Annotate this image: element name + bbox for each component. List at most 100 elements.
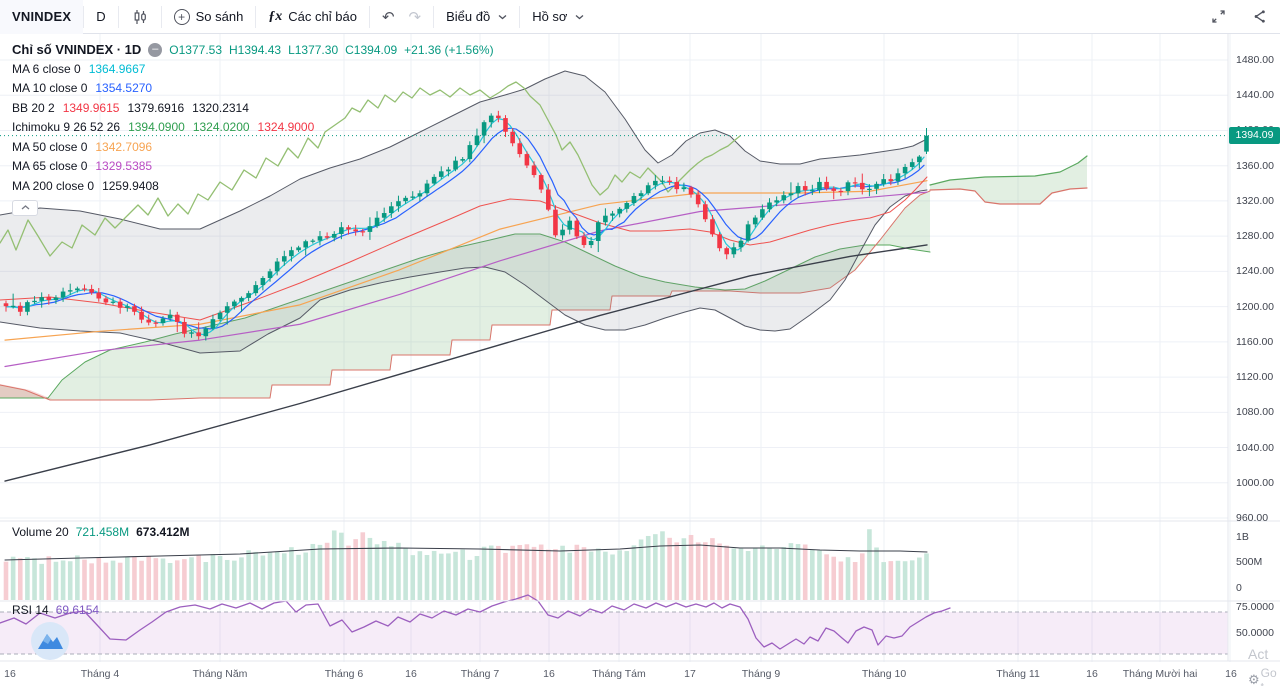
time-axis-label: 16	[4, 668, 16, 680]
volume-legend[interactable]: Volume 20 721.458M 673.412M	[12, 525, 189, 539]
volume-axis-label: 500M	[1236, 556, 1263, 568]
indicator-value: 1324.0200	[192, 120, 250, 135]
legend-indicator-row[interactable]: MA 10 close 0 1354.5270	[12, 79, 494, 99]
open-value: O1377.53	[169, 42, 223, 57]
legend-indicator-row[interactable]: MA 6 close 0 1364.9667	[12, 59, 494, 79]
rsi-label: RSI 14	[12, 603, 49, 617]
indicator-name: BB 20 2	[12, 100, 55, 115]
plus-circle-icon: +	[173, 8, 190, 25]
toolbar-divider	[368, 5, 370, 28]
legend-indicator-list: MA 6 close 0 1364.9667 MA 10 close 0 1354.5…	[12, 59, 494, 196]
last-price-badge: 1394.09	[1229, 127, 1280, 145]
legend-indicator-row[interactable]: BB 20 2 1349.9615 1379.6916 1320.2314	[12, 98, 494, 118]
indicator-value: 1349.9615	[62, 100, 120, 115]
price-axis-label: 1280.00	[1236, 230, 1274, 243]
share-icon	[1254, 10, 1265, 23]
chart-menu-label: Biểu đồ	[446, 9, 491, 24]
price-axis-label: 1120.00	[1236, 371, 1274, 384]
chart-style-button[interactable]	[119, 0, 161, 34]
indicators-button[interactable]: ƒx Các chỉ báo	[256, 0, 369, 34]
redo-button[interactable]: ↷	[407, 0, 434, 34]
price-axis-label: 1200.00	[1236, 300, 1274, 313]
time-axis-label: Tháng 4	[80, 668, 120, 680]
change-value: +21.36 (+1.56%)	[404, 42, 494, 57]
volume-last-value: 673.412M	[136, 525, 190, 539]
indicator-value: 1324.9000	[257, 120, 315, 135]
indicator-name: MA 6 close 0	[12, 61, 81, 76]
price-axis-label: 1000.00	[1236, 476, 1274, 489]
gear-icon[interactable]: ⚙	[1248, 672, 1260, 686]
chevron-down-icon	[576, 14, 584, 19]
time-axis-label: 16	[1086, 668, 1098, 680]
legend-indicator-row[interactable]: MA 200 close 0 1259.9408	[12, 176, 494, 196]
legend-indicator-row[interactable]: Ichimoku 9 26 52 26 1394.0900 1324.0200 132…	[12, 118, 494, 138]
time-axis-label: Tháng 7	[460, 668, 500, 680]
chevron-up-icon	[21, 205, 29, 210]
time-axis-label: 16	[405, 668, 417, 680]
candlestick-icon	[131, 8, 149, 26]
indicator-value: 1364.9667	[88, 61, 146, 76]
price-axis-label: 1440.00	[1236, 89, 1274, 102]
legend-title-row[interactable]: Chỉ số VNINDEX · 1D – O1377.53 H1394.43 …	[12, 40, 494, 59]
compare-button[interactable]: + So sánh	[162, 0, 256, 34]
fullscreen-icon	[1212, 10, 1225, 23]
time-axis-label: Tháng 6	[324, 668, 364, 680]
indicator-value: 1320.2314	[192, 100, 249, 115]
toolbar-divider	[83, 5, 85, 28]
indicator-value: 1259.9408	[102, 178, 159, 193]
volume-axis-label: 0	[1236, 582, 1242, 594]
rsi-axis-label: 50.0000	[1236, 627, 1274, 639]
interval-label: D	[96, 9, 106, 24]
legend-indicator-row[interactable]: MA 65 close 0 1329.5385	[12, 157, 494, 177]
volume-ma-value: 721.458M	[75, 525, 130, 539]
toolbar-divider	[255, 5, 257, 28]
indicator-value: 1329.5385	[95, 159, 153, 174]
legend-collapse-button[interactable]	[12, 199, 38, 216]
fullscreen-button[interactable]	[1198, 0, 1239, 34]
profile-menu-button[interactable]: Hồ sơ	[520, 0, 596, 34]
rsi-legend[interactable]: RSI 14 69.6154	[12, 603, 99, 617]
redo-icon: ↷	[408, 8, 422, 26]
toolbar-divider	[519, 5, 521, 28]
high-value: H1394.43	[229, 42, 282, 57]
profile-menu-label: Hồ sơ	[532, 9, 568, 24]
compare-label: So sánh	[195, 9, 244, 24]
price-axis-label: 960.00	[1236, 512, 1269, 525]
indicator-name: MA 200 close 0	[12, 178, 95, 193]
undo-button[interactable]: ↶	[370, 0, 407, 34]
interval-button[interactable]: D	[84, 0, 117, 34]
chart-title: Chỉ số VNINDEX · 1D	[12, 42, 142, 57]
time-axis-label: 17	[684, 668, 696, 680]
volume-axis-label: 1B	[1236, 531, 1249, 543]
price-axis-label: 1080.00	[1236, 406, 1274, 419]
low-value: L1377.30	[288, 42, 339, 57]
ohlc-values: O1377.53 H1394.43 L1377.30 C1394.09 +21.…	[169, 43, 493, 57]
watermark-text-2: Go t	[1260, 666, 1277, 686]
indicator-name: Ichimoku 9 26 52 26	[12, 120, 121, 135]
indicator-name: MA 50 close 0	[12, 139, 88, 154]
indicator-value: 1342.7096	[95, 139, 153, 154]
hide-series-icon[interactable]: –	[148, 42, 163, 57]
legend-indicator-row[interactable]: MA 50 close 0 1342.7096	[12, 137, 494, 157]
chart-menu-button[interactable]: Biểu đồ	[434, 0, 519, 34]
price-axis-label: 1160.00	[1236, 335, 1274, 348]
price-axis-label: 1480.00	[1236, 54, 1274, 66]
toolbar-divider	[117, 5, 119, 28]
indicator-name: MA 10 close 0	[12, 81, 88, 96]
time-axis-label: Tháng 11	[996, 668, 1040, 680]
price-axis-label: 1040.00	[1236, 441, 1274, 454]
share-button[interactable]	[1239, 0, 1280, 34]
rsi-axis-label: 75.0000	[1236, 601, 1274, 613]
volume-label: Volume 20	[12, 525, 69, 539]
price-axis-label: 1320.00	[1236, 194, 1274, 207]
indicator-value: 1394.0900	[128, 120, 185, 135]
symbol-label: VNINDEX	[12, 9, 72, 24]
indicator-value: 1379.6916	[127, 100, 185, 115]
symbol-button[interactable]: VNINDEX	[0, 0, 84, 34]
axis-settings-row: ⚙ Go t	[1248, 666, 1280, 686]
indicator-value: 1354.5270	[95, 81, 153, 96]
time-axis-label: Tháng Tám	[592, 668, 646, 680]
chevron-down-icon	[498, 14, 507, 19]
